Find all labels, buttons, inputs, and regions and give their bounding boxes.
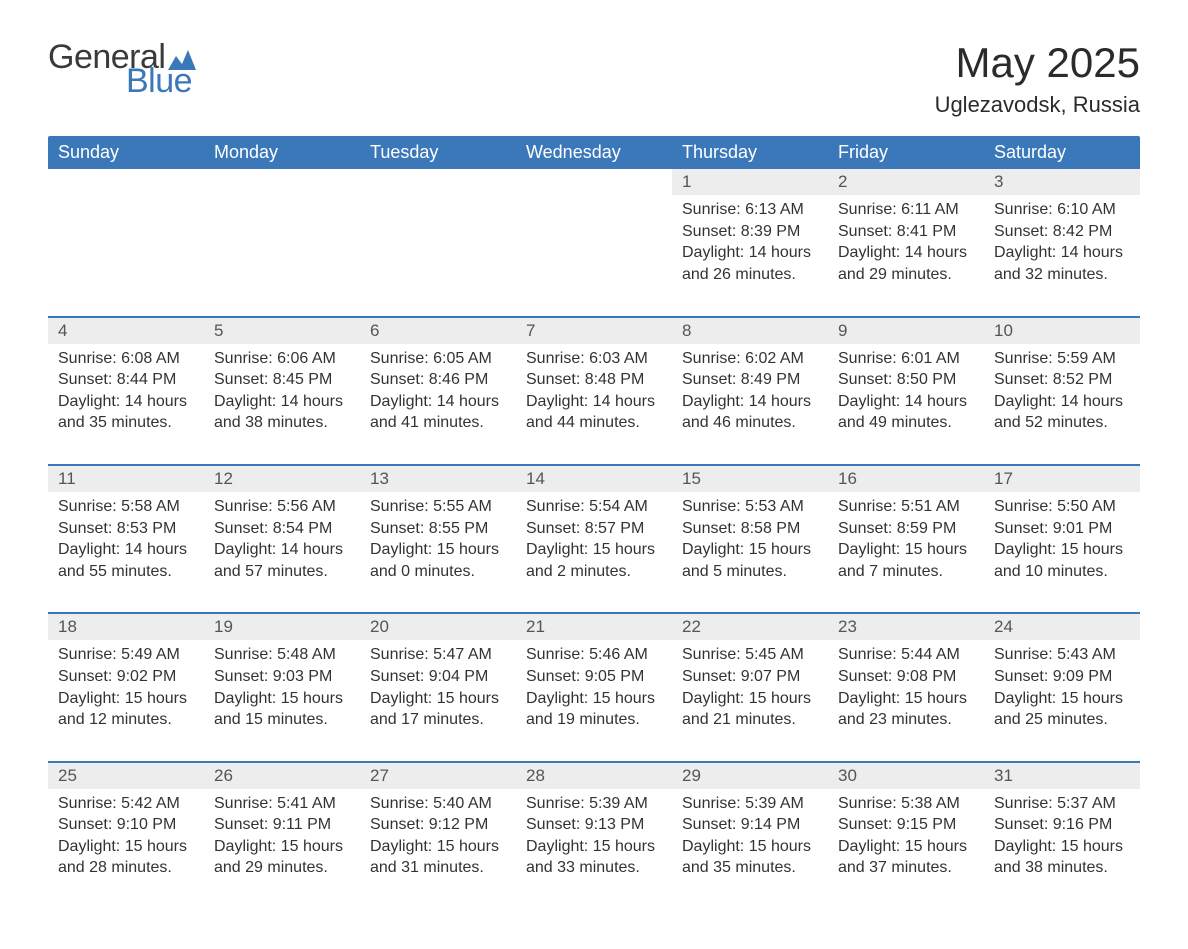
day-detail-cell: Sunrise: 5:41 AMSunset: 9:11 PMDaylight:…: [204, 789, 360, 909]
day-number-cell: 8: [672, 317, 828, 344]
day-number-cell: 22: [672, 613, 828, 640]
day-detail-cell: Sunrise: 6:10 AMSunset: 8:42 PMDaylight:…: [984, 195, 1140, 316]
day-number-cell: 17: [984, 465, 1140, 492]
day-number-cell: 16: [828, 465, 984, 492]
day-number-cell: 20: [360, 613, 516, 640]
day-number-cell: 28: [516, 762, 672, 789]
day-number-cell: 31: [984, 762, 1140, 789]
day-number-cell: 10: [984, 317, 1140, 344]
calendar-body: 123 Sunrise: 6:13 AMSunset: 8:39 PMDayli…: [48, 169, 1140, 909]
day-number-cell: 5: [204, 317, 360, 344]
day-detail-cell: Sunrise: 6:01 AMSunset: 8:50 PMDaylight:…: [828, 344, 984, 465]
day-detail-cell: Sunrise: 6:02 AMSunset: 8:49 PMDaylight:…: [672, 344, 828, 465]
day-number-cell: 6: [360, 317, 516, 344]
day-header: Monday: [204, 136, 360, 169]
day-number-cell: [48, 169, 204, 195]
day-detail-cell: Sunrise: 5:38 AMSunset: 9:15 PMDaylight:…: [828, 789, 984, 909]
day-detail-cell: Sunrise: 5:55 AMSunset: 8:55 PMDaylight:…: [360, 492, 516, 613]
day-number-cell: 4: [48, 317, 204, 344]
day-detail-cell: Sunrise: 6:05 AMSunset: 8:46 PMDaylight:…: [360, 344, 516, 465]
day-header: Tuesday: [360, 136, 516, 169]
day-number-cell: 19: [204, 613, 360, 640]
day-header: Saturday: [984, 136, 1140, 169]
day-detail-cell: [204, 195, 360, 316]
day-detail-cell: Sunrise: 5:54 AMSunset: 8:57 PMDaylight:…: [516, 492, 672, 613]
day-number-cell: 24: [984, 613, 1140, 640]
page-header: General Blue May 2025 Uglezavodsk, Russi…: [48, 40, 1140, 118]
day-number-cell: [516, 169, 672, 195]
day-number-cell: 14: [516, 465, 672, 492]
day-number-cell: 9: [828, 317, 984, 344]
day-detail-cell: [516, 195, 672, 316]
day-number-cell: 25: [48, 762, 204, 789]
day-detail-row: Sunrise: 6:13 AMSunset: 8:39 PMDaylight:…: [48, 195, 1140, 316]
day-header: Wednesday: [516, 136, 672, 169]
day-detail-cell: Sunrise: 6:06 AMSunset: 8:45 PMDaylight:…: [204, 344, 360, 465]
day-detail-cell: [48, 195, 204, 316]
day-number-row: 18192021222324: [48, 613, 1140, 640]
day-detail-cell: Sunrise: 5:46 AMSunset: 9:05 PMDaylight:…: [516, 640, 672, 761]
day-detail-cell: Sunrise: 5:39 AMSunset: 9:13 PMDaylight:…: [516, 789, 672, 909]
day-detail-cell: Sunrise: 5:39 AMSunset: 9:14 PMDaylight:…: [672, 789, 828, 909]
day-number-cell: 7: [516, 317, 672, 344]
day-detail-cell: Sunrise: 5:49 AMSunset: 9:02 PMDaylight:…: [48, 640, 204, 761]
day-number-row: 45678910: [48, 317, 1140, 344]
day-detail-cell: Sunrise: 5:48 AMSunset: 9:03 PMDaylight:…: [204, 640, 360, 761]
day-detail-cell: Sunrise: 5:58 AMSunset: 8:53 PMDaylight:…: [48, 492, 204, 613]
day-number-cell: 21: [516, 613, 672, 640]
day-number-cell: 3: [984, 169, 1140, 195]
day-header-row: SundayMondayTuesdayWednesdayThursdayFrid…: [48, 136, 1140, 169]
title-block: May 2025 Uglezavodsk, Russia: [935, 40, 1140, 118]
logo-word-blue: Blue: [126, 64, 196, 98]
day-number-cell: [204, 169, 360, 195]
day-number-row: 123: [48, 169, 1140, 195]
day-detail-cell: Sunrise: 5:43 AMSunset: 9:09 PMDaylight:…: [984, 640, 1140, 761]
day-detail-cell: Sunrise: 5:42 AMSunset: 9:10 PMDaylight:…: [48, 789, 204, 909]
day-detail-cell: Sunrise: 5:59 AMSunset: 8:52 PMDaylight:…: [984, 344, 1140, 465]
day-detail-cell: [360, 195, 516, 316]
day-detail-cell: Sunrise: 5:37 AMSunset: 9:16 PMDaylight:…: [984, 789, 1140, 909]
day-detail-cell: Sunrise: 5:44 AMSunset: 9:08 PMDaylight:…: [828, 640, 984, 761]
day-detail-cell: Sunrise: 5:47 AMSunset: 9:04 PMDaylight:…: [360, 640, 516, 761]
day-number-cell: 11: [48, 465, 204, 492]
day-number-cell: 1: [672, 169, 828, 195]
day-header: Friday: [828, 136, 984, 169]
month-title: May 2025: [935, 40, 1140, 86]
day-number-cell: [360, 169, 516, 195]
day-detail-cell: Sunrise: 5:53 AMSunset: 8:58 PMDaylight:…: [672, 492, 828, 613]
day-detail-row: Sunrise: 6:08 AMSunset: 8:44 PMDaylight:…: [48, 344, 1140, 465]
day-number-cell: 23: [828, 613, 984, 640]
day-detail-cell: Sunrise: 5:50 AMSunset: 9:01 PMDaylight:…: [984, 492, 1140, 613]
day-detail-cell: Sunrise: 6:03 AMSunset: 8:48 PMDaylight:…: [516, 344, 672, 465]
day-number-row: 25262728293031: [48, 762, 1140, 789]
day-detail-row: Sunrise: 5:49 AMSunset: 9:02 PMDaylight:…: [48, 640, 1140, 761]
logo: General Blue: [48, 40, 196, 98]
location-label: Uglezavodsk, Russia: [935, 92, 1140, 118]
day-detail-row: Sunrise: 5:58 AMSunset: 8:53 PMDaylight:…: [48, 492, 1140, 613]
day-detail-cell: Sunrise: 6:13 AMSunset: 8:39 PMDaylight:…: [672, 195, 828, 316]
day-number-cell: 2: [828, 169, 984, 195]
day-header: Sunday: [48, 136, 204, 169]
day-number-cell: 30: [828, 762, 984, 789]
day-number-cell: 26: [204, 762, 360, 789]
day-detail-cell: Sunrise: 5:56 AMSunset: 8:54 PMDaylight:…: [204, 492, 360, 613]
calendar-table: SundayMondayTuesdayWednesdayThursdayFrid…: [48, 136, 1140, 909]
day-number-row: 11121314151617: [48, 465, 1140, 492]
day-detail-cell: Sunrise: 5:45 AMSunset: 9:07 PMDaylight:…: [672, 640, 828, 761]
day-number-cell: 13: [360, 465, 516, 492]
day-detail-cell: Sunrise: 5:51 AMSunset: 8:59 PMDaylight:…: [828, 492, 984, 613]
day-header: Thursday: [672, 136, 828, 169]
day-detail-cell: Sunrise: 6:08 AMSunset: 8:44 PMDaylight:…: [48, 344, 204, 465]
day-number-cell: 29: [672, 762, 828, 789]
day-number-cell: 12: [204, 465, 360, 492]
day-number-cell: 27: [360, 762, 516, 789]
day-detail-cell: Sunrise: 5:40 AMSunset: 9:12 PMDaylight:…: [360, 789, 516, 909]
calendar-head: SundayMondayTuesdayWednesdayThursdayFrid…: [48, 136, 1140, 169]
day-detail-row: Sunrise: 5:42 AMSunset: 9:10 PMDaylight:…: [48, 789, 1140, 909]
day-detail-cell: Sunrise: 6:11 AMSunset: 8:41 PMDaylight:…: [828, 195, 984, 316]
day-number-cell: 15: [672, 465, 828, 492]
day-number-cell: 18: [48, 613, 204, 640]
